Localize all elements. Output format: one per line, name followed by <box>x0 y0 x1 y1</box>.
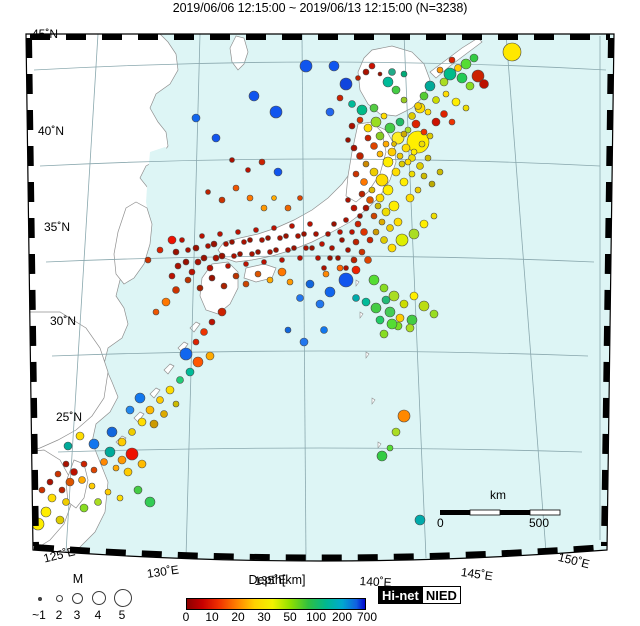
magnitude-label-1: ~1 <box>32 608 46 622</box>
hokkaido <box>357 45 431 117</box>
magnitude-symbol-1 <box>38 597 42 601</box>
magnitude-label-3: 3 <box>73 608 81 622</box>
lat-label-45n: 45˚N <box>32 27 59 41</box>
magnitude-legend-title: M <box>72 572 84 586</box>
magnitude-label-4: 4 <box>94 608 102 622</box>
kuril-islands <box>429 37 483 79</box>
legend-area: M ~1 2 3 4 5 Depth[km] 0 10 <box>0 572 640 626</box>
lat-label-40n: 40˚N <box>38 124 65 138</box>
magnitude-label-5: 5 <box>118 608 126 622</box>
map-background <box>26 34 614 561</box>
map-canvas[interactable]: 45˚N 40˚N 35˚N 30˚N 25˚N 125˚E 130˚E 135… <box>0 12 640 590</box>
scalebar-start-label: 0 <box>437 516 444 530</box>
page-title: 2019/06/06 12:15:00 ~ 2019/06/13 12:15:0… <box>172 1 468 15</box>
depth-tick-700: 700 <box>356 610 378 624</box>
korea-peninsula <box>113 201 153 285</box>
sea-of-japan-inlet <box>146 147 190 234</box>
depth-tick-20: 20 <box>231 610 245 624</box>
magnitude-symbol-2 <box>56 595 63 602</box>
depth-colorbar <box>186 598 366 610</box>
depth-tick-0: 0 <box>182 610 190 624</box>
map-frame <box>25 33 615 562</box>
scalebar-unit-label: km <box>490 488 506 502</box>
map-graphic[interactable] <box>0 12 640 572</box>
depth-tick-200: 200 <box>331 610 353 624</box>
earthquake-epicenters <box>31 42 522 531</box>
depth-tick-10: 10 <box>205 610 219 624</box>
sakhalin <box>229 35 249 71</box>
hinet-nied-logo[interactable]: Hi-net NIED <box>378 586 461 604</box>
magnitude-symbol-4 <box>92 591 106 605</box>
magnitude-label-2: 2 <box>55 608 63 622</box>
lat-label-30n: 30˚N <box>50 314 77 328</box>
magnitude-symbol-3 <box>72 593 83 604</box>
china-coast <box>26 311 109 453</box>
depth-tick-30: 30 <box>257 610 271 624</box>
lat-label-35n: 35˚N <box>44 220 71 234</box>
scalebar-end-label: 500 <box>529 516 550 530</box>
magnitude-symbol-5 <box>114 589 132 607</box>
logo-nied-text: NIED <box>421 587 460 603</box>
logo-hinet-text: Hi-net <box>379 587 422 603</box>
depth-legend-title: Depth[km] <box>248 573 306 587</box>
lat-label-25n: 25˚N <box>56 410 83 424</box>
scale-bar <box>440 509 561 516</box>
depth-tick-100: 100 <box>305 610 327 624</box>
depth-tick-50: 50 <box>283 610 297 624</box>
